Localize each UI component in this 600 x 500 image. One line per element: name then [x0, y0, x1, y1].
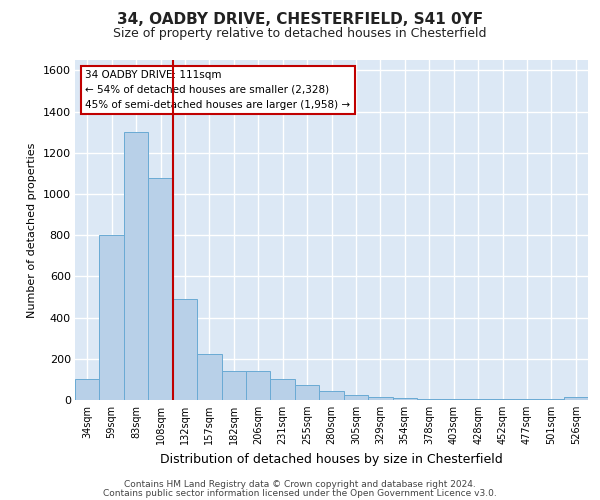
- Bar: [490, 399, 515, 400]
- Bar: [221, 371, 246, 400]
- Bar: [344, 395, 368, 400]
- Bar: [295, 384, 319, 400]
- Bar: [100, 235, 124, 400]
- Text: Contains public sector information licensed under the Open Government Licence v3: Contains public sector information licen…: [103, 489, 497, 498]
- Bar: [124, 132, 148, 400]
- Text: 34 OADBY DRIVE: 111sqm
← 54% of detached houses are smaller (2,328)
45% of semi-: 34 OADBY DRIVE: 111sqm ← 54% of detached…: [85, 70, 350, 110]
- Bar: [563, 397, 588, 400]
- Bar: [466, 399, 490, 400]
- Y-axis label: Number of detached properties: Number of detached properties: [27, 142, 37, 318]
- Bar: [75, 380, 100, 400]
- Bar: [319, 390, 344, 400]
- Bar: [539, 399, 563, 400]
- Bar: [173, 299, 197, 400]
- Text: Contains HM Land Registry data © Crown copyright and database right 2024.: Contains HM Land Registry data © Crown c…: [124, 480, 476, 489]
- Bar: [392, 398, 417, 400]
- Bar: [515, 399, 539, 400]
- Bar: [442, 399, 466, 400]
- X-axis label: Distribution of detached houses by size in Chesterfield: Distribution of detached houses by size …: [160, 452, 503, 466]
- Bar: [368, 397, 392, 400]
- Bar: [246, 371, 271, 400]
- Bar: [271, 380, 295, 400]
- Bar: [417, 399, 442, 400]
- Text: Size of property relative to detached houses in Chesterfield: Size of property relative to detached ho…: [113, 28, 487, 40]
- Text: 34, OADBY DRIVE, CHESTERFIELD, S41 0YF: 34, OADBY DRIVE, CHESTERFIELD, S41 0YF: [117, 12, 483, 28]
- Bar: [148, 178, 173, 400]
- Bar: [197, 354, 221, 400]
